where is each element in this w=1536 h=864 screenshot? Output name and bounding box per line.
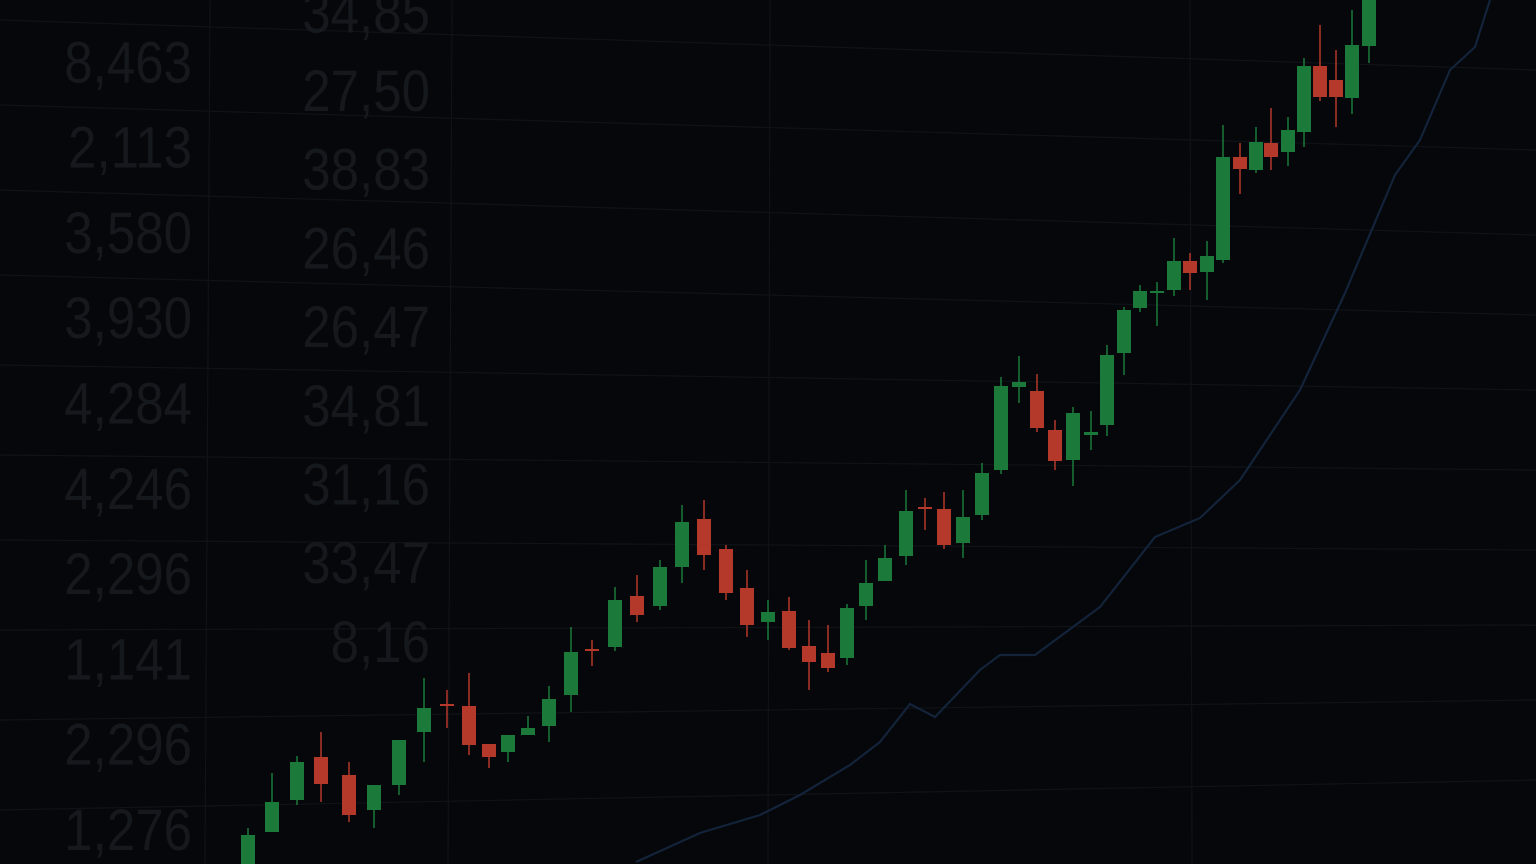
candle-body xyxy=(392,740,406,785)
candle-body xyxy=(1084,432,1098,435)
background-number: 8,16 xyxy=(331,610,430,675)
candle-body xyxy=(821,653,835,668)
candle-body xyxy=(585,649,599,651)
candle-body xyxy=(761,612,775,622)
candle-body xyxy=(697,519,711,555)
candle-body xyxy=(608,600,622,647)
candle-body xyxy=(956,517,970,543)
candle-body xyxy=(1117,310,1131,353)
background-number: 1,276 xyxy=(64,798,192,863)
candle-body xyxy=(1216,157,1230,260)
candle-body xyxy=(937,509,951,545)
background-number: 3,930 xyxy=(64,286,192,351)
candle-body xyxy=(740,588,754,625)
background-number: 27,50 xyxy=(302,59,430,124)
background-number: 3,580 xyxy=(64,201,192,266)
plot-area xyxy=(241,0,1492,864)
candle-body xyxy=(1030,391,1044,428)
candle-body xyxy=(1297,66,1311,132)
candle-body xyxy=(1150,291,1164,293)
candle-body xyxy=(653,567,667,606)
background-number: 26,46 xyxy=(302,216,430,281)
grid-line xyxy=(767,0,771,864)
background-number: 33,47 xyxy=(302,531,430,596)
candle-body xyxy=(878,558,892,581)
candle-body xyxy=(782,611,796,648)
grid-line xyxy=(0,454,1536,471)
candle-body xyxy=(975,473,989,515)
grid-line xyxy=(0,104,1536,151)
candle-body xyxy=(994,386,1008,470)
candle-body xyxy=(1345,45,1359,98)
background-number: 4,284 xyxy=(64,372,192,437)
candle-body xyxy=(1264,143,1278,157)
background-number: 2,113 xyxy=(68,116,192,181)
grid-line xyxy=(0,19,1536,71)
candle-body xyxy=(1329,80,1343,97)
candle-body xyxy=(241,835,255,864)
candle-body xyxy=(630,596,644,615)
background-numbers: 8,463 2,113 3,580 3,930 4,284 4,246 2,296 1,141… xyxy=(64,0,430,863)
grid-line xyxy=(0,539,1536,551)
candle-body xyxy=(1048,430,1062,461)
grid-line xyxy=(447,0,453,864)
grid-line xyxy=(0,364,1536,391)
candle-body xyxy=(521,728,535,735)
candle-body xyxy=(1183,261,1197,273)
candle-body xyxy=(462,706,476,745)
background-number: 8,463 xyxy=(64,30,192,95)
candle-body xyxy=(265,802,279,832)
candle-body xyxy=(1281,130,1295,152)
candle-body xyxy=(1200,256,1214,272)
candle-body xyxy=(918,507,932,509)
candle-body xyxy=(1313,66,1327,97)
candle-body xyxy=(367,785,381,810)
candle-body xyxy=(564,652,578,695)
grid-line xyxy=(1189,0,1193,864)
candle-body xyxy=(840,608,854,658)
background-number: 4,246 xyxy=(64,457,192,522)
background-number: 38,83 xyxy=(302,138,430,203)
candle-body xyxy=(675,522,689,567)
candle-body xyxy=(1233,157,1247,169)
candle-body xyxy=(1066,413,1080,460)
candle-body xyxy=(440,704,454,706)
candle-body xyxy=(342,775,356,815)
candle-body xyxy=(542,699,556,726)
candle-body xyxy=(899,511,913,556)
candle-body xyxy=(290,762,304,800)
candle-body xyxy=(482,744,496,757)
background-number: 2,296 xyxy=(64,542,192,607)
candle-body xyxy=(1100,355,1114,425)
grid-line xyxy=(0,189,1536,236)
candle-body xyxy=(1167,261,1181,290)
background-number: 34,81 xyxy=(302,374,430,439)
candle-body xyxy=(314,757,328,784)
candle-body xyxy=(859,583,873,606)
background-number: 26,47 xyxy=(302,295,430,360)
candle-body xyxy=(719,549,733,593)
candle-body xyxy=(802,646,816,662)
background-number: 31,16 xyxy=(302,453,430,518)
background-number: 34,85 xyxy=(302,0,430,45)
candle-body xyxy=(501,735,515,752)
grid-line xyxy=(204,0,211,864)
candle-body xyxy=(1012,382,1026,387)
candle-body xyxy=(417,708,431,732)
grid-line xyxy=(0,274,1536,316)
background-number: 2,296 xyxy=(64,713,192,778)
candle-body xyxy=(1249,142,1263,170)
overlay-line xyxy=(635,0,1492,864)
background-number: 1,141 xyxy=(64,627,192,692)
candle-body xyxy=(1362,0,1376,46)
candle-body xyxy=(1133,291,1147,308)
